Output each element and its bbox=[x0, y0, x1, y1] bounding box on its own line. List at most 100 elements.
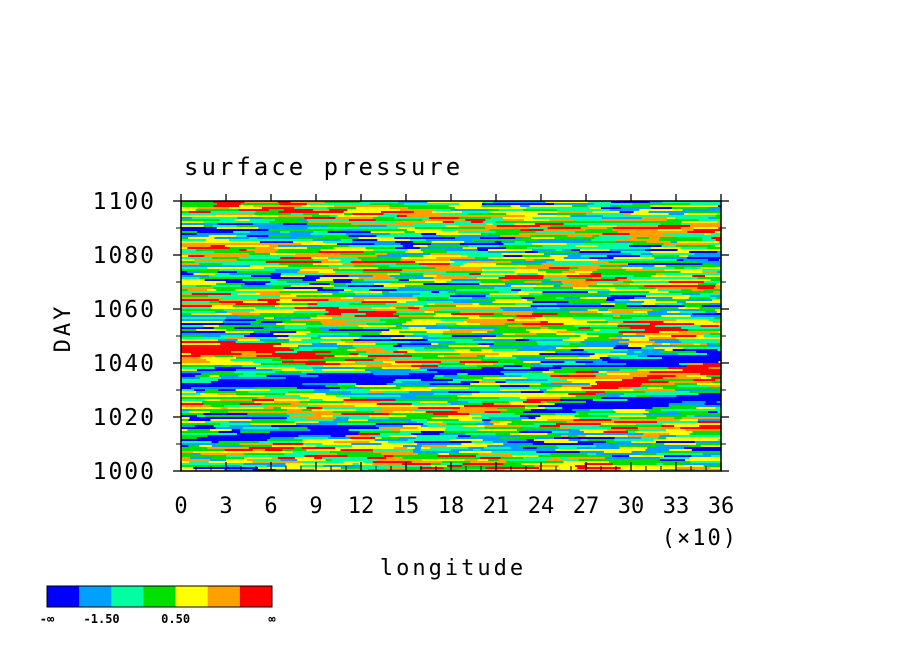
heatmap-cell bbox=[633, 281, 670, 284]
heatmap-cell bbox=[181, 391, 197, 394]
heatmap-cell bbox=[332, 415, 370, 418]
heatmap-cell bbox=[512, 387, 554, 390]
heatmap-cell bbox=[488, 249, 505, 252]
heatmap-cell bbox=[446, 445, 488, 448]
heatmap-cell bbox=[555, 449, 590, 452]
heatmap-cell bbox=[518, 381, 552, 384]
heatmap-cell bbox=[255, 307, 296, 310]
heatmap-cell bbox=[209, 361, 254, 364]
heatmap-cell bbox=[320, 321, 346, 324]
heatmap-cell bbox=[222, 263, 247, 266]
heatmap-cell bbox=[647, 387, 655, 390]
heatmap-cell bbox=[690, 461, 721, 464]
heatmap-cell bbox=[648, 379, 694, 382]
heatmap-cell bbox=[533, 423, 557, 426]
heatmap-cell bbox=[188, 255, 205, 258]
heatmap-cell bbox=[524, 215, 571, 218]
heatmap-cell bbox=[408, 421, 418, 424]
heatmap-cell bbox=[481, 367, 505, 370]
x-tick-label: 3 bbox=[219, 494, 232, 519]
heatmap-cell bbox=[586, 213, 624, 216]
heatmap-cell bbox=[663, 263, 703, 266]
heatmap-cell bbox=[374, 243, 402, 246]
heatmap-cell bbox=[274, 365, 309, 368]
heatmap-cell bbox=[435, 267, 482, 270]
heatmap-cell bbox=[355, 385, 397, 388]
heatmap-cell bbox=[461, 443, 504, 446]
heatmap-cell bbox=[425, 411, 459, 414]
heatmap-cell bbox=[477, 313, 495, 316]
heatmap-cell bbox=[358, 225, 388, 228]
heatmap-cell bbox=[295, 397, 310, 400]
heatmap-cell bbox=[607, 361, 615, 364]
heatmap-cell bbox=[717, 339, 722, 342]
heatmap-cell bbox=[414, 231, 459, 234]
heatmap-cell bbox=[269, 389, 315, 392]
heatmap-cell bbox=[449, 263, 464, 266]
heatmap-cell bbox=[245, 415, 290, 418]
heatmap-cell bbox=[181, 207, 198, 210]
heatmap-cell bbox=[663, 273, 707, 276]
heatmap-cell bbox=[216, 227, 259, 230]
heatmap-cell bbox=[655, 287, 698, 290]
heatmap-cell bbox=[698, 413, 722, 416]
heatmap-cell bbox=[526, 439, 535, 442]
heatmap-cell bbox=[477, 435, 521, 438]
heatmap-cell bbox=[322, 359, 346, 362]
heatmap-cell bbox=[181, 311, 216, 314]
heatmap-cell bbox=[294, 421, 320, 424]
heatmap-cell bbox=[234, 219, 251, 222]
heatmap-cell bbox=[683, 347, 722, 350]
heatmap-cell bbox=[321, 369, 366, 372]
heatmap-cell bbox=[329, 215, 339, 218]
heatmap-cell bbox=[525, 369, 550, 372]
heatmap-cell bbox=[632, 221, 648, 224]
heatmap-cell bbox=[243, 463, 287, 466]
heatmap-cell bbox=[676, 395, 719, 398]
heatmap-cell bbox=[441, 201, 484, 204]
heatmap-cell bbox=[508, 325, 542, 328]
heatmap-cell bbox=[523, 209, 558, 212]
heatmap-cell bbox=[657, 229, 683, 232]
heatmap-cell bbox=[537, 343, 571, 346]
heatmap-cell bbox=[254, 387, 298, 390]
heatmap-cell bbox=[479, 285, 512, 288]
heatmap-cell bbox=[591, 385, 611, 388]
heatmap-cell bbox=[683, 201, 722, 204]
heatmap-cell bbox=[652, 343, 663, 346]
heatmap-cell bbox=[290, 403, 309, 406]
heatmap-cell bbox=[264, 317, 275, 320]
heatmap-cell bbox=[514, 271, 547, 274]
heatmap-cell bbox=[591, 239, 617, 242]
heatmap-cell bbox=[342, 263, 353, 266]
heatmap-cell bbox=[625, 429, 640, 432]
heatmap-cell bbox=[667, 267, 676, 270]
heatmap-cell bbox=[595, 381, 639, 384]
heatmap-cell bbox=[705, 211, 722, 214]
heatmap-cell bbox=[682, 293, 701, 296]
heatmap-cell bbox=[215, 273, 230, 276]
heatmap-cell bbox=[493, 329, 527, 332]
heatmap-cell bbox=[458, 419, 483, 422]
heatmap-cell bbox=[502, 217, 534, 220]
heatmap-cell bbox=[495, 381, 507, 384]
heatmap-cell bbox=[469, 413, 500, 416]
heatmap-cell bbox=[529, 385, 563, 388]
heatmap-cell bbox=[717, 389, 722, 392]
heatmap-cell bbox=[365, 313, 394, 316]
heatmap-cell bbox=[479, 381, 497, 384]
heatmap-cell bbox=[388, 441, 415, 444]
heatmap-cell bbox=[391, 337, 424, 340]
heatmap-cell bbox=[338, 327, 364, 330]
heatmap-cell bbox=[347, 349, 357, 352]
heatmap-cell bbox=[181, 231, 198, 234]
heatmap-cell bbox=[622, 337, 650, 340]
heatmap-cell bbox=[538, 251, 563, 254]
heatmap-cell bbox=[669, 343, 695, 346]
heatmap-cell bbox=[696, 353, 708, 356]
heatmap-cell bbox=[443, 353, 461, 356]
heatmap-cell bbox=[344, 321, 387, 324]
heatmap-cell bbox=[661, 245, 677, 248]
heatmap-cell bbox=[322, 457, 368, 460]
heatmap-cell bbox=[602, 359, 647, 362]
